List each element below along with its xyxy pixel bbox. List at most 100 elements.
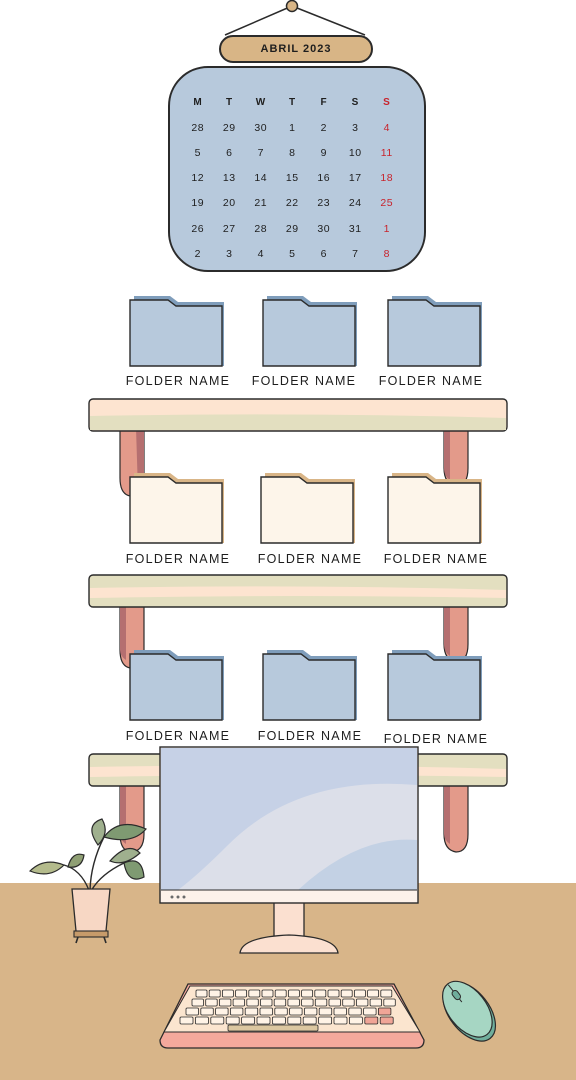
calendar-day[interactable]: 6 xyxy=(226,146,233,159)
calendar-day[interactable]: 5 xyxy=(194,146,201,159)
monitor-icon[interactable] xyxy=(158,745,420,960)
keyboard-key[interactable] xyxy=(274,989,287,998)
calendar-day[interactable]: 31 xyxy=(348,222,362,235)
folder-label[interactable]: FOLDER NAME xyxy=(257,552,363,566)
calendar-day[interactable]: 4 xyxy=(257,247,264,260)
calendar-day[interactable]: 14 xyxy=(254,172,268,185)
calendar-day[interactable]: 9 xyxy=(320,146,327,159)
folder-icon[interactable] xyxy=(128,648,226,722)
keyboard-key[interactable] xyxy=(289,1007,303,1016)
keyboard-key[interactable] xyxy=(314,989,327,998)
calendar-day[interactable]: 13 xyxy=(222,172,236,185)
keyboard-key[interactable] xyxy=(222,989,234,998)
keyboard-key[interactable] xyxy=(340,989,353,998)
calendar-day[interactable]: 18 xyxy=(380,172,394,185)
calendar-day[interactable]: 27 xyxy=(222,222,236,235)
calendar-day[interactable]: 24 xyxy=(348,197,362,210)
keyboard-key[interactable] xyxy=(195,1016,209,1025)
calendar-day[interactable]: 15 xyxy=(285,172,299,185)
keyboard-key[interactable] xyxy=(219,998,232,1007)
calendar-day[interactable]: 19 xyxy=(191,197,205,210)
calendar-day[interactable]: 23 xyxy=(317,197,331,210)
calendar-day[interactable]: 1 xyxy=(289,121,296,134)
calendar-day[interactable]: 8 xyxy=(383,247,390,260)
calendar-day[interactable]: 29 xyxy=(222,121,236,134)
calendar-day[interactable]: 7 xyxy=(257,146,264,159)
keyboard-key[interactable] xyxy=(208,989,221,998)
keyboard-key[interactable] xyxy=(342,998,355,1007)
keyboard-key[interactable] xyxy=(287,989,300,998)
keyboard-key[interactable] xyxy=(318,1016,333,1025)
keyboard-key[interactable] xyxy=(287,998,300,1007)
keyboard-key[interactable] xyxy=(314,998,328,1007)
keyboard-key[interactable] xyxy=(273,998,287,1007)
keyboard-spacebar[interactable] xyxy=(227,1024,319,1032)
folder-icon[interactable] xyxy=(261,294,359,368)
folder-label[interactable]: FOLDER NAME xyxy=(378,374,484,388)
keyboard-key[interactable] xyxy=(248,989,261,998)
folder-label[interactable]: FOLDER NAME xyxy=(251,374,357,388)
folder-label[interactable]: FOLDER NAME xyxy=(383,552,489,566)
keyboard-key[interactable] xyxy=(333,1016,348,1025)
keyboard-key[interactable] xyxy=(230,1007,244,1016)
keyboard-key[interactable] xyxy=(301,989,314,998)
calendar-day[interactable]: 26 xyxy=(191,222,205,235)
keyboard-key[interactable] xyxy=(380,989,393,998)
folder-icon[interactable] xyxy=(386,471,484,545)
calendar-day[interactable]: 1 xyxy=(383,222,390,235)
calendar-day[interactable]: 17 xyxy=(348,172,362,185)
keyboard-key[interactable] xyxy=(369,998,383,1007)
keyboard-key[interactable] xyxy=(348,1007,362,1016)
keyboard-key[interactable] xyxy=(303,1007,318,1016)
keyboard-key[interactable] xyxy=(200,1007,214,1016)
keyboard-key[interactable] xyxy=(302,1016,317,1025)
folder-icon[interactable] xyxy=(128,471,226,545)
folder-icon[interactable] xyxy=(128,294,226,368)
keyboard-key[interactable] xyxy=(259,1007,273,1016)
mouse-icon[interactable] xyxy=(430,972,506,1048)
keyboard-key[interactable] xyxy=(348,1016,363,1025)
calendar-day[interactable]: 29 xyxy=(285,222,299,235)
keyboard-key[interactable] xyxy=(261,989,274,998)
keyboard-icon[interactable] xyxy=(158,982,426,1052)
calendar-day[interactable]: 4 xyxy=(383,121,390,134)
keyboard-key[interactable] xyxy=(232,998,245,1007)
folder-label[interactable]: FOLDER NAME xyxy=(125,374,231,388)
calendar-day[interactable]: 28 xyxy=(254,222,268,235)
keyboard-key[interactable] xyxy=(377,1007,392,1016)
folder-label[interactable]: FOLDER NAME xyxy=(383,732,489,746)
keyboard-key[interactable] xyxy=(301,998,314,1007)
keyboard-key[interactable] xyxy=(215,1007,229,1016)
keyboard-key[interactable] xyxy=(318,1007,333,1016)
keyboard-key[interactable] xyxy=(205,998,218,1007)
calendar-day[interactable]: 2 xyxy=(194,247,201,260)
keyboard-key[interactable] xyxy=(333,1007,347,1016)
folder-icon[interactable] xyxy=(386,648,484,722)
keyboard-key[interactable] xyxy=(260,998,273,1007)
calendar-day[interactable]: 8 xyxy=(289,146,296,159)
keyboard-key[interactable] xyxy=(246,998,259,1007)
calendar-day[interactable]: 12 xyxy=(191,172,205,185)
keyboard-key[interactable] xyxy=(179,1016,194,1025)
calendar-day[interactable]: 2 xyxy=(320,121,327,134)
folder-icon[interactable] xyxy=(259,471,357,545)
keyboard-key[interactable] xyxy=(367,989,380,998)
keyboard-key[interactable] xyxy=(355,998,369,1007)
calendar-day[interactable]: 10 xyxy=(348,146,362,159)
folder-icon[interactable] xyxy=(261,648,359,722)
calendar-day[interactable]: 20 xyxy=(222,197,236,210)
keyboard-key[interactable] xyxy=(195,989,208,998)
keyboard-key[interactable] xyxy=(327,989,340,998)
keyboard-key[interactable] xyxy=(364,1016,379,1025)
keyboard-key[interactable] xyxy=(274,1007,288,1016)
calendar-day[interactable]: 30 xyxy=(254,121,268,134)
keyboard-key[interactable] xyxy=(379,1016,394,1025)
calendar-day[interactable]: 28 xyxy=(191,121,205,134)
keyboard-key[interactable] xyxy=(328,998,341,1007)
calendar-day[interactable]: 3 xyxy=(352,121,359,134)
calendar-day[interactable]: 3 xyxy=(226,247,233,260)
keyboard-key[interactable] xyxy=(256,1016,271,1025)
keyboard-key[interactable] xyxy=(191,998,204,1007)
keyboard-key[interactable] xyxy=(241,1016,255,1025)
keyboard-key[interactable] xyxy=(235,989,247,998)
